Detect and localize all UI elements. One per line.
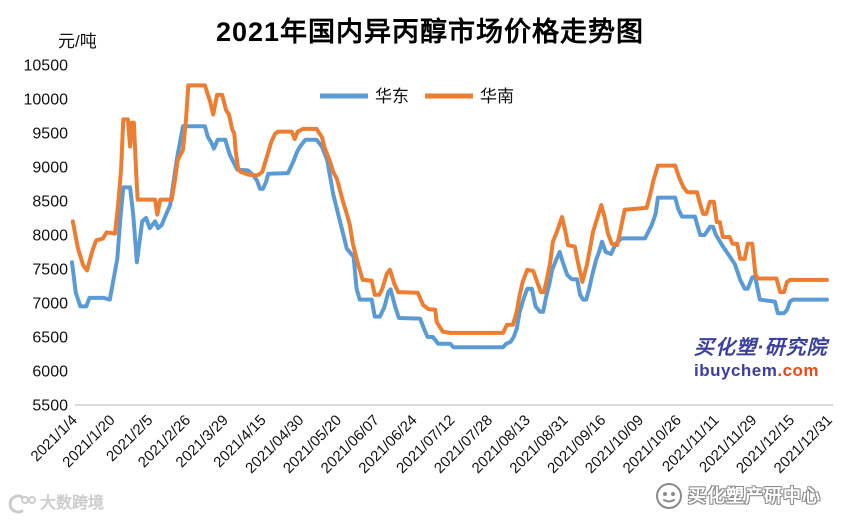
big-data-crossborder-icon	[8, 494, 36, 514]
watermark-url-name: ibuychem	[694, 361, 778, 380]
huadong-series-line	[70, 124, 829, 350]
ibuychem-center-icon	[656, 483, 682, 509]
y-axis-unit-label: 元/吨	[58, 32, 97, 51]
huanan-series-line	[70, 83, 829, 335]
y-axis-tick-label: 8000	[32, 228, 68, 245]
watermark-brand-text: 买化塑·研究院	[694, 337, 828, 359]
watermark-url-tld: .com	[777, 361, 820, 380]
y-axis-tick-label: 5500	[32, 398, 68, 415]
y-axis-tick-label: 10000	[24, 92, 69, 109]
footer-logo-left-text: 大数跨境	[40, 495, 105, 512]
y-axis-tick-label: 6000	[32, 364, 68, 381]
y-axis-tick-label: 10500	[24, 58, 69, 75]
footer-logo-left: 大数跨境	[6, 494, 104, 514]
y-axis-tick-label: 6500	[32, 330, 68, 347]
y-axis-tick-label: 8500	[32, 194, 68, 211]
footer-logo-right-text: 买化塑产研中心	[688, 486, 821, 506]
y-axis-tick-label: 9500	[32, 126, 68, 143]
footer-logo-right: 买化塑产研中心	[655, 482, 821, 510]
legend-huadong-label: 华东	[375, 87, 409, 106]
chart-title: 2021年国内异丙醇市场价格走势图	[215, 17, 645, 47]
y-axis-tick-label: 7500	[32, 262, 68, 279]
legend-huanan-label: 华南	[480, 87, 514, 106]
y-axis-tick-label: 7000	[32, 296, 68, 313]
watermark-url: ibuychem.com	[694, 362, 819, 379]
y-axis-tick-label: 9000	[32, 160, 68, 177]
